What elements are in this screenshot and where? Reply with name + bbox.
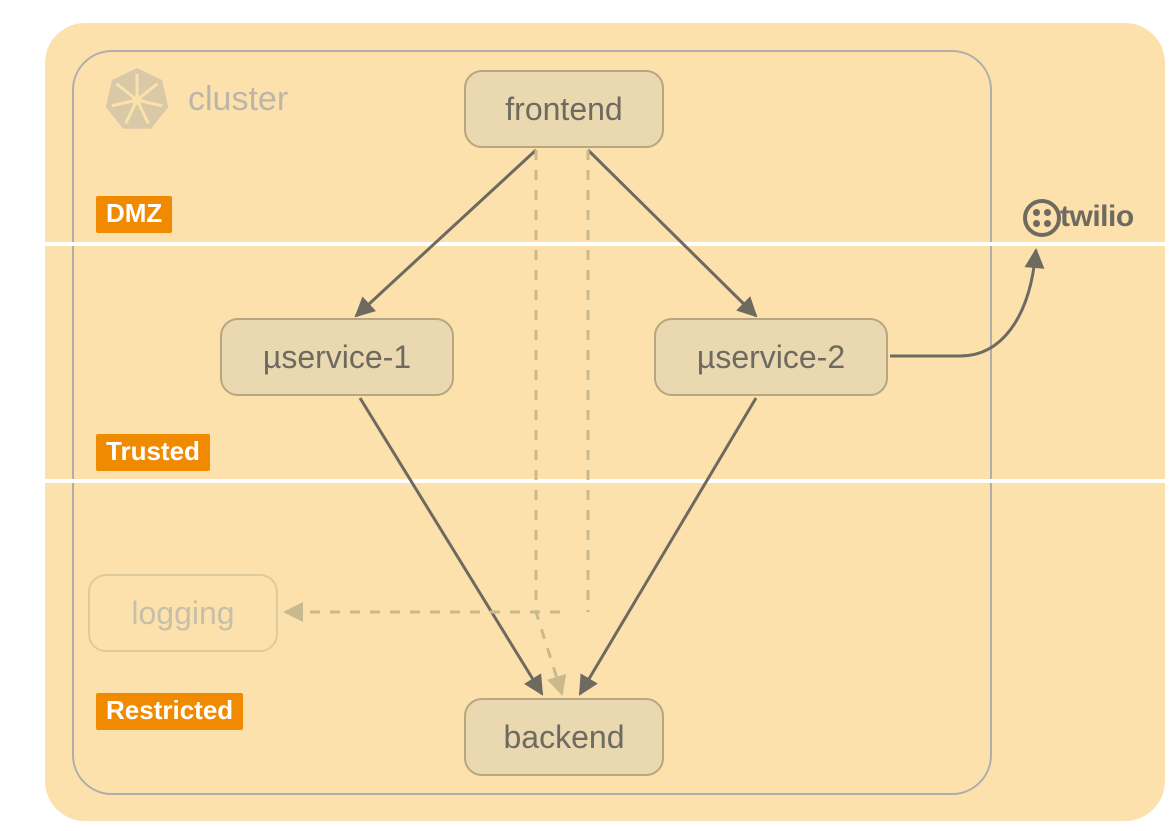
node-service2: µservice-2 [654,318,888,396]
cluster-label: cluster [188,80,288,119]
zone-divider-dmz [0,242,1176,246]
diagram-canvas: cluster DMZ Trusted Restricted frontend … [0,0,1176,831]
cluster-panel [72,50,992,795]
node-backend: backend [464,698,664,776]
zone-badge-restricted: Restricted [96,693,243,730]
node-service2-label: µservice-2 [697,339,845,376]
node-backend-label: backend [504,719,625,756]
node-logging: logging [88,574,278,652]
node-logging-label: logging [131,595,234,632]
node-frontend-label: frontend [505,91,622,128]
node-service1: µservice-1 [220,318,454,396]
node-frontend: frontend [464,70,664,148]
zone-badge-dmz: DMZ [96,196,172,233]
zone-badge-trusted: Trusted [96,434,210,471]
node-service1-label: µservice-1 [263,339,411,376]
zone-divider-trusted [0,479,1176,483]
twilio-label: twilio [1060,200,1134,234]
